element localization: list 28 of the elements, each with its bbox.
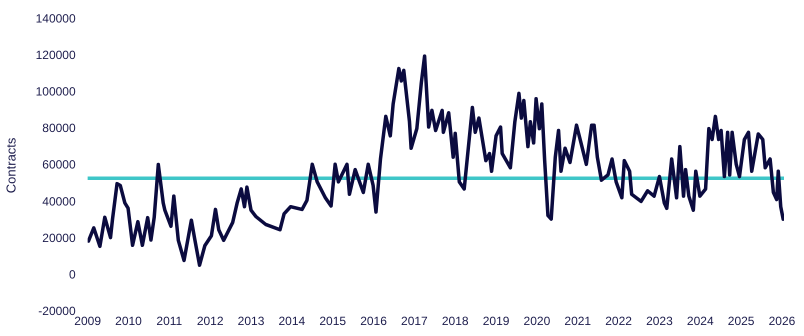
y-tick-label: 100000 xyxy=(36,84,76,99)
y-tick-label: 80000 xyxy=(42,121,76,136)
x-tick-label: 2024 xyxy=(686,314,714,328)
x-tick-label: 2009 xyxy=(74,314,102,328)
y-tick-label: 0 xyxy=(68,267,76,282)
x-tick-label: 2026 xyxy=(768,314,796,328)
y-tick-label: 20000 xyxy=(42,230,76,245)
y-tick-label: 40000 xyxy=(42,194,76,208)
x-tick-label: 2015 xyxy=(319,314,346,328)
x-tick-label: 2021 xyxy=(564,314,592,328)
x-tick-label: 2022 xyxy=(605,314,632,328)
y-tick-label: -20000 xyxy=(38,304,76,318)
x-tick-label: 2016 xyxy=(360,314,388,328)
y-tick-label: 140000 xyxy=(36,12,76,26)
x-tick-label: 2019 xyxy=(482,314,510,328)
y-tick-label: 60000 xyxy=(42,158,76,172)
x-tick-label: 2018 xyxy=(442,314,469,328)
x-tick-label: 2014 xyxy=(278,314,306,328)
x-tick-label: 2025 xyxy=(728,314,755,328)
x-tick-label: 2017 xyxy=(401,314,428,328)
x-tick-label: 2013 xyxy=(238,314,265,328)
x-tick-label: 2012 xyxy=(196,314,224,328)
y-axis-title: Contracts xyxy=(3,137,18,194)
x-tick-label: 2020 xyxy=(524,314,551,328)
x-tick-label: 2010 xyxy=(115,314,142,328)
y-tick-label: 120000 xyxy=(36,48,76,62)
x-tick-label: 2011 xyxy=(156,314,183,328)
x-tick-label: 2023 xyxy=(646,314,674,328)
